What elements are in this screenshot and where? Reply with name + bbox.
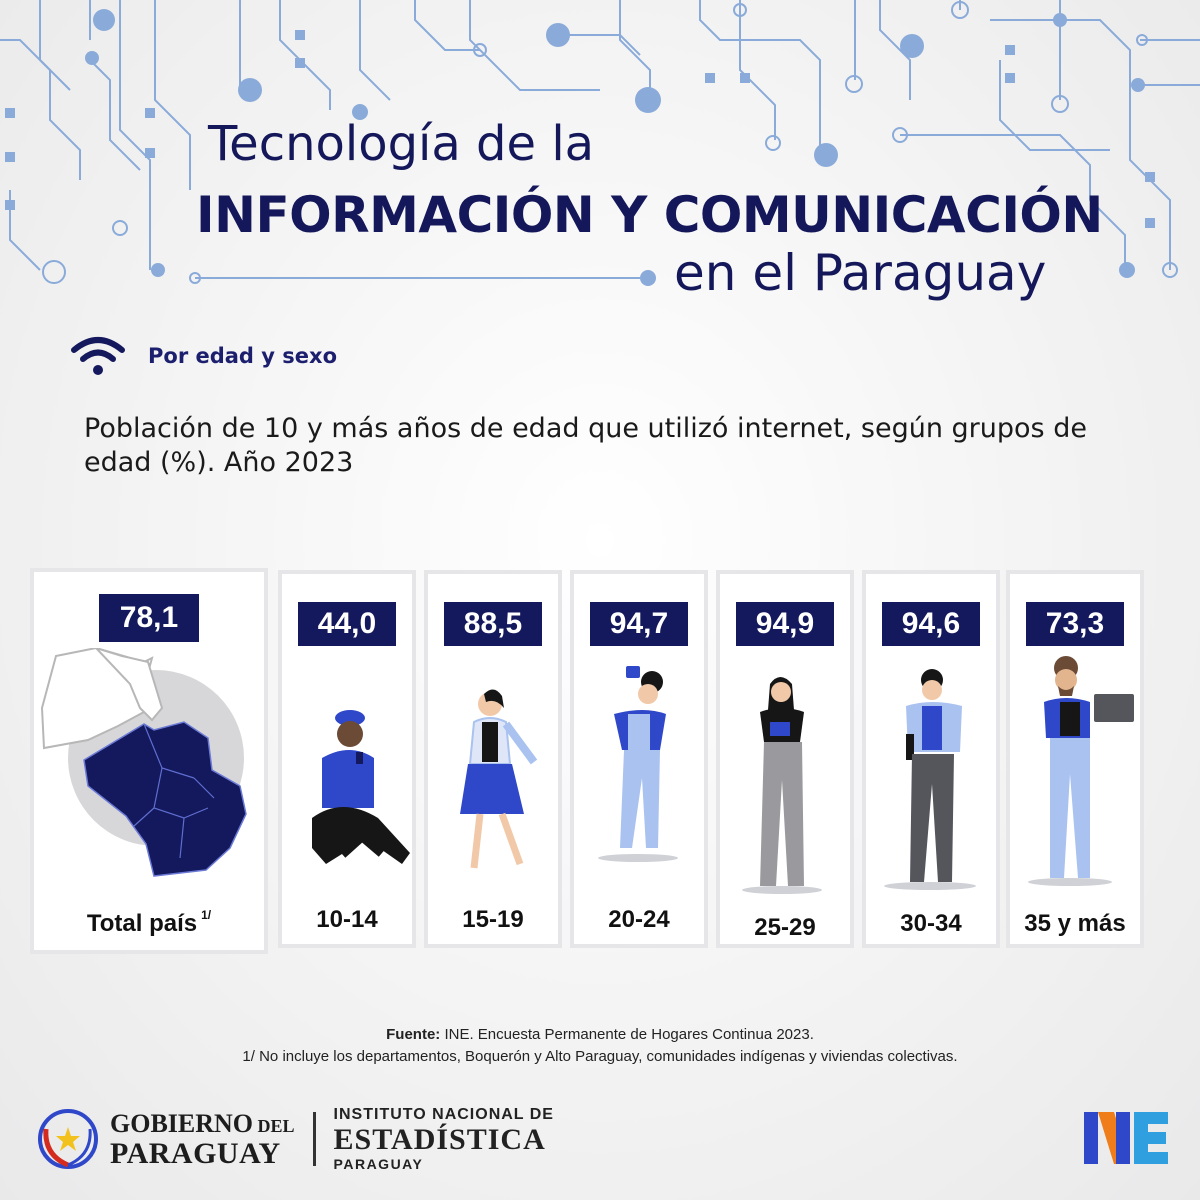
card-10-14: 44,0 10-14 — [278, 570, 416, 948]
value-badge: 73,3 — [1026, 602, 1124, 646]
person-illustration-30-34 — [884, 669, 976, 890]
gobierno-paraguay-text: GOBIERNO DEL PARAGUAY — [110, 1109, 295, 1170]
value-badge: 88,5 — [444, 602, 542, 646]
category-label: 15-19 — [462, 906, 524, 933]
card-20-24: 94,7 20-24 — [570, 570, 708, 948]
title-line-2: INFORMACIÓN Y COMUNICACIÓN — [196, 186, 1103, 244]
title-line-1: Tecnología de la — [208, 116, 595, 172]
card-25-29: 94,9 25-29 — [716, 570, 854, 948]
value-badge: 78,1 — [99, 594, 199, 642]
category-label: 35 y más — [1024, 910, 1126, 937]
source-label: Fuente: — [386, 1026, 441, 1043]
source-line: Fuente: INE. Encuesta Permanente de Hoga… — [0, 1024, 1200, 1046]
category-label: 10-14 — [316, 906, 378, 933]
ine-line-1: INSTITUTO NACIONAL DE — [333, 1106, 554, 1123]
wifi-icon — [71, 337, 125, 375]
category-label: 25-29 — [754, 914, 816, 941]
source-text: INE. Encuesta Permanente de Hogares Cont… — [440, 1026, 814, 1043]
value-badge: 94,6 — [882, 602, 980, 646]
footnote-mark: 1/ — [201, 908, 212, 922]
paraguay-map — [40, 648, 247, 877]
source-note: Fuente: INE. Encuesta Permanente de Hoga… — [0, 1024, 1200, 1068]
person-illustration-25-29 — [742, 677, 822, 894]
person-illustration-10-14 — [312, 710, 410, 864]
title-line-3: en el Paraguay — [674, 244, 1047, 302]
ine-line-3: PARAGUAY — [333, 1156, 424, 1172]
logo-divider — [312, 1112, 316, 1166]
del-label: DEL — [253, 1116, 295, 1136]
section-header: Por edad y sexo — [70, 336, 337, 376]
ine-logo-icon — [1084, 1112, 1168, 1164]
person-illustration-15-19 — [460, 689, 538, 869]
category-label: 20-24 — [608, 906, 670, 933]
section-label: Por edad y sexo — [148, 344, 337, 368]
footnote-text: 1/ No incluye los departamentos, Boqueró… — [242, 1048, 958, 1065]
category-label: Total país 1/ — [34, 908, 264, 938]
category-label-text: Total país — [86, 910, 198, 937]
card-35-y-mas: 73,3 35 y más — [1006, 570, 1144, 948]
person-illustration-35-plus — [1028, 656, 1134, 886]
circuit-decoration — [0, 0, 1200, 286]
chart-description: Población de 10 y más años de edad que u… — [84, 413, 1087, 478]
gobierno-label: GOBIERNO — [110, 1109, 254, 1138]
category-label: 30-34 — [900, 910, 962, 937]
paraguay-coat-of-arms-icon — [38, 1109, 98, 1169]
paraguay-label: PARAGUAY — [110, 1137, 281, 1170]
ine-line-2: ESTADÍSTICA — [333, 1123, 546, 1156]
ine-text: INSTITUTO NACIONAL DE ESTADÍSTICA PARAGU… — [334, 1106, 554, 1172]
footer-logos: GOBIERNO DEL PARAGUAY INSTITUTO NACIONAL… — [36, 1106, 554, 1172]
card-15-19: 88,5 15-19 — [424, 570, 562, 948]
card-total-pais: 78,1 Total país 1/ — [30, 568, 268, 954]
person-illustration-20-24 — [598, 666, 678, 862]
value-badge: 94,9 — [736, 602, 834, 646]
value-badge: 44,0 — [298, 602, 396, 646]
value-badge: 94,7 — [590, 602, 688, 646]
card-30-34: 94,6 30-34 — [862, 570, 1000, 948]
